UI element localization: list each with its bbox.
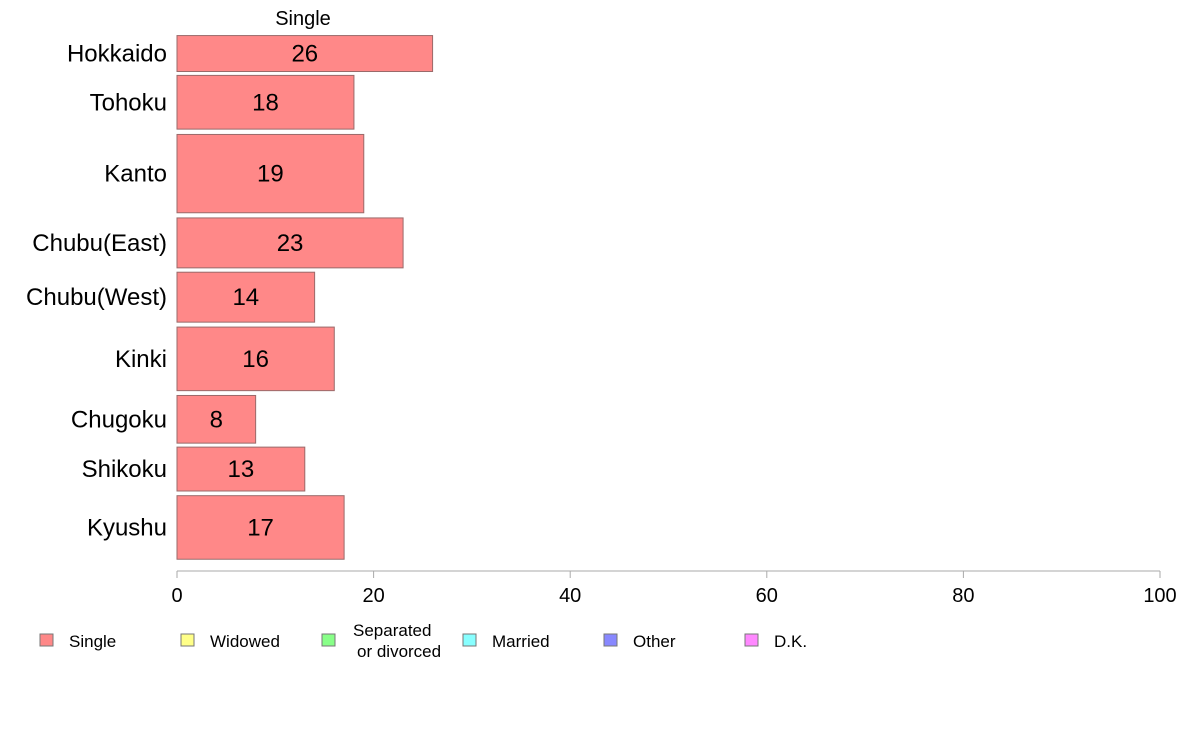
- panel-title: Single: [275, 8, 331, 30]
- legend-label: Other: [633, 632, 676, 651]
- x-tick-label: 0: [171, 585, 182, 607]
- bar-value-label: 16: [242, 346, 269, 373]
- legend-swatch: [39, 633, 54, 647]
- bar-value-label: 17: [247, 514, 274, 541]
- bar-hokkaido: [176, 35, 434, 73]
- bar-value-label: 14: [232, 284, 259, 311]
- bar-shikoku: [176, 446, 306, 492]
- legend: Single Widowed Separated or divorced Married…: [39, 621, 807, 661]
- x-tick-label: 20: [362, 585, 384, 607]
- bar-chubu-east-: [176, 217, 404, 269]
- legend-label: Separated or divorced: [353, 621, 441, 661]
- x-tick-label: 40: [559, 585, 581, 607]
- category-label: Kyushu: [87, 514, 167, 541]
- bar-tohoku: [176, 74, 355, 130]
- category-label: Chubu(East): [32, 230, 167, 257]
- bar-kinki: [176, 326, 335, 392]
- bar-chubu-west-: [176, 271, 316, 323]
- bar-kanto: [176, 133, 365, 214]
- category-label: Chubu(West): [26, 284, 167, 311]
- legend-swatch: [603, 633, 618, 647]
- legend-swatch: [321, 633, 336, 647]
- category-label: Kanto: [104, 161, 167, 188]
- legend-label-line: or divorced: [357, 642, 441, 661]
- x-tick-label: 60: [756, 585, 778, 607]
- legend-swatch: [180, 633, 195, 647]
- legend-label: D.K.: [774, 632, 807, 651]
- bar-value-label: 18: [252, 89, 279, 116]
- x-axis: 0 20 40 60 80 100: [171, 570, 1177, 607]
- category-label: Kinki: [115, 346, 167, 373]
- x-tick-label: 100: [1143, 585, 1176, 607]
- legend-swatch: [462, 633, 477, 647]
- bar-value-label: 23: [277, 230, 304, 257]
- bar-value-label: 26: [291, 41, 318, 68]
- bar-value-label: 13: [228, 456, 255, 483]
- bars-group: 26 Hokkaido 18 Tohoku 19 Kanto 23 Chubu(East) 14…: [26, 35, 434, 560]
- legend-label: Widowed: [210, 632, 280, 651]
- category-label: Shikoku: [82, 456, 167, 483]
- bar-value-label: 19: [257, 161, 284, 188]
- category-label: Chugoku: [71, 406, 167, 433]
- bar-chugoku: [176, 394, 257, 444]
- bar-kyushu: [176, 495, 345, 560]
- x-tick-label: 80: [952, 585, 974, 607]
- legend-label: Single: [69, 632, 116, 651]
- legend-label-line: Separated: [353, 621, 431, 640]
- category-label: Tohoku: [90, 89, 167, 116]
- bar-value-label: 8: [210, 406, 223, 433]
- category-label: Hokkaido: [67, 41, 167, 68]
- legend-swatch: [744, 633, 759, 647]
- legend-label: Married: [492, 632, 550, 651]
